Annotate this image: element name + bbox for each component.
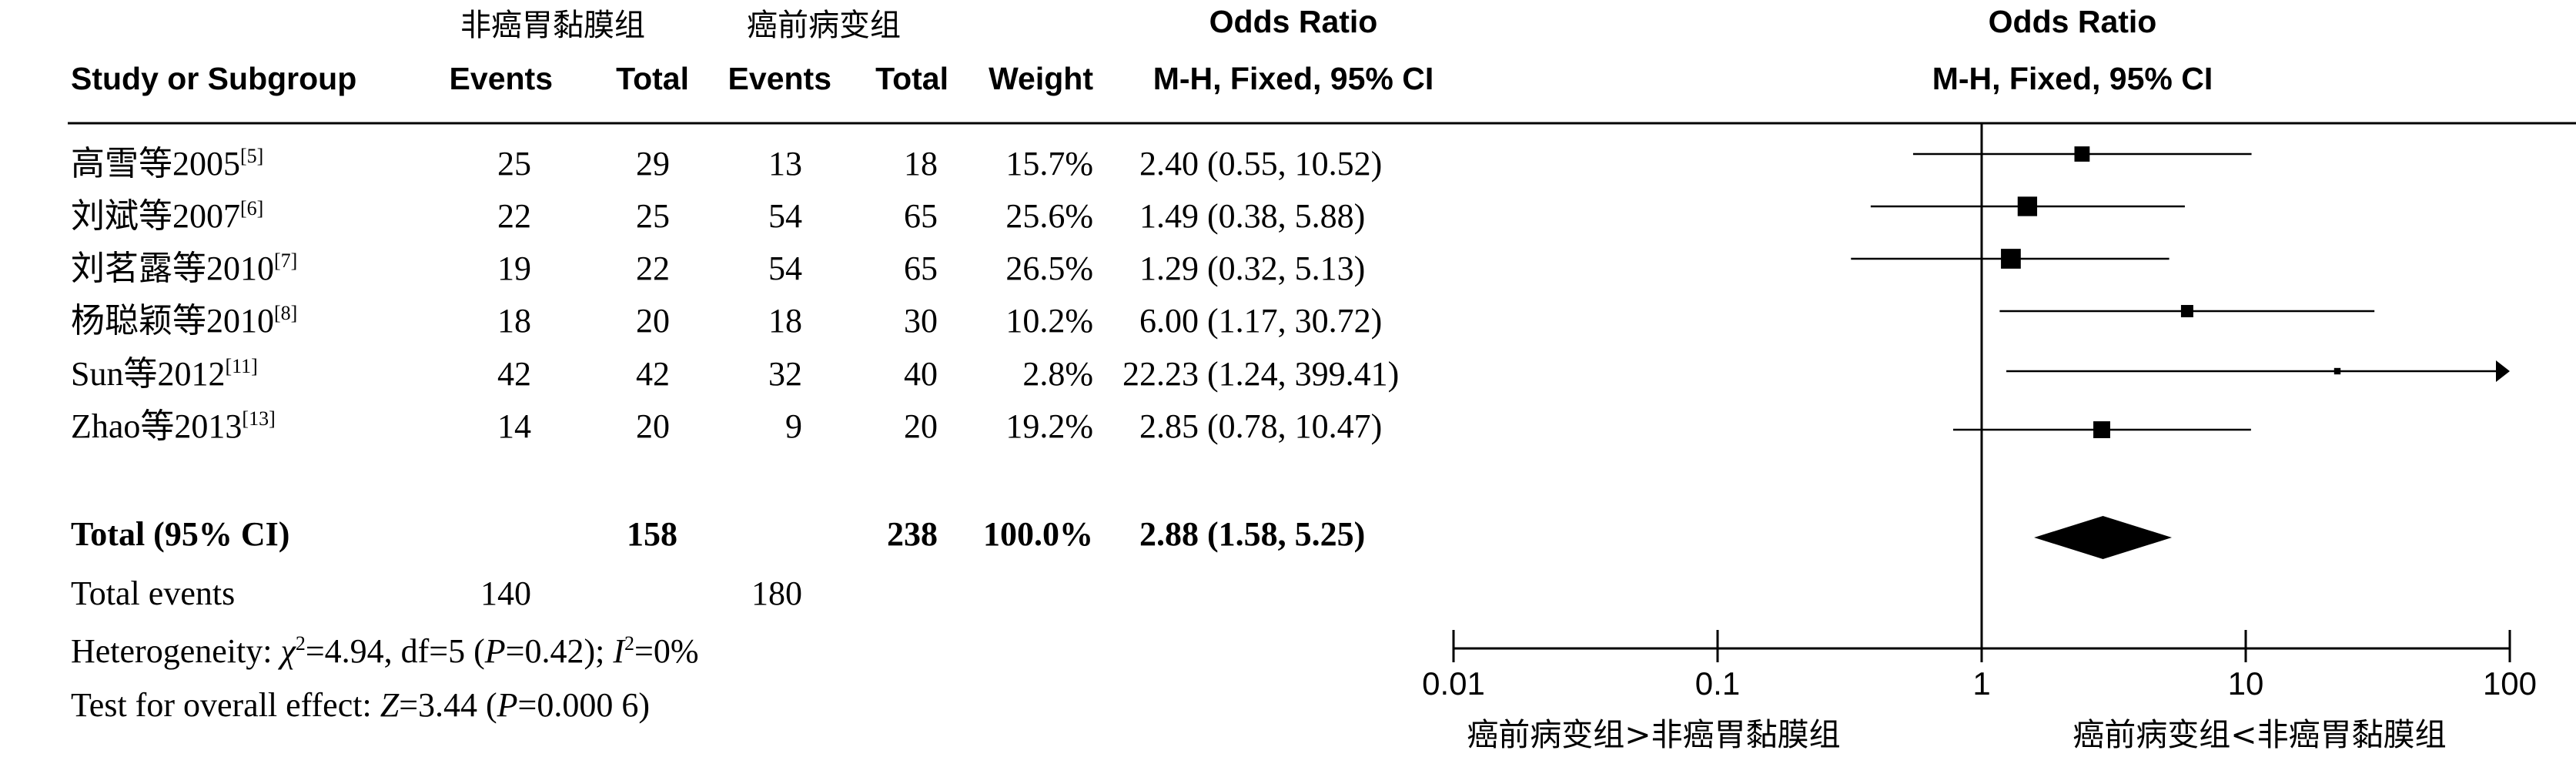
g2-total-cell: 20 — [904, 407, 938, 445]
weight-cell: 10.2% — [1005, 302, 1093, 340]
group1-header: 非癌胃黏膜组 — [460, 8, 645, 43]
weight-header: Weight — [989, 61, 1093, 96]
g1-total-header: Total — [616, 61, 689, 96]
weight-cell: 26.5% — [1005, 250, 1093, 287]
study-name: 刘斌等2007[6] — [71, 197, 263, 235]
study-row: 杨聪颖等2010[8] 18 20 18 30 10.2% 6.00 (1.17… — [71, 302, 1382, 340]
study-column-header: Study or Subgroup — [71, 61, 356, 96]
total-events-label: Total events — [71, 574, 235, 612]
total-weight: 100.0% — [983, 515, 1093, 553]
tick-label: 10 — [2228, 665, 2264, 702]
or-ci-cell: 6.00 (1.17, 30.72) — [1139, 302, 1382, 340]
g2-total-cell: 40 — [904, 355, 938, 393]
tick-label: 0.01 — [1422, 665, 1485, 702]
study-row: 刘斌等2007[6] 22 25 54 65 25.6% 1.49 (0.38,… — [71, 197, 1365, 235]
study-square — [2074, 146, 2090, 162]
g2-events-cell: 18 — [768, 302, 802, 340]
g1-total-cell: 22 — [636, 250, 670, 287]
or-method-header: M-H, Fixed, 95% CI — [1153, 61, 1434, 96]
g1-events-cell: 25 — [497, 145, 531, 183]
g2-events-header: Events — [728, 61, 831, 96]
g1-events-cell: 19 — [497, 250, 531, 287]
or-ci-cell: 2.85 (0.78, 10.47) — [1139, 407, 1382, 445]
g1-total-cell: 20 — [636, 302, 670, 340]
g2-total-sum: 238 — [887, 515, 938, 553]
study-name: 杨聪颖等2010[8] — [71, 302, 297, 340]
g1-events-cell: 14 — [497, 407, 531, 445]
study-name: Sun等2012[11] — [71, 355, 258, 393]
g1-total-cell: 29 — [636, 145, 670, 183]
study-square — [2333, 367, 2341, 375]
pooled-or-ci: 2.88 (1.58, 5.25) — [1139, 515, 1365, 553]
group2-header: 癌前病变组 — [747, 8, 901, 43]
g1-events-cell: 42 — [497, 355, 531, 393]
g1-events-cell: 18 — [497, 302, 531, 340]
ci-arrow — [2496, 360, 2510, 382]
g1-events-header: Events — [450, 61, 553, 96]
weight-cell: 15.7% — [1005, 145, 1093, 183]
or-column-title: Odds Ratio — [1209, 4, 1378, 39]
favours-left-label: 癌前病变组>非癌胃黏膜组 — [1467, 716, 1840, 753]
g1-total-cell: 20 — [636, 407, 670, 445]
g2-events-cell: 32 — [768, 355, 802, 393]
g1-events-cell: 22 — [497, 197, 531, 235]
study-name: 高雪等2005[5] — [71, 145, 263, 183]
g2-total-cell: 30 — [904, 302, 938, 340]
g2-events-cell: 13 — [768, 145, 802, 183]
heterogeneity-stats: Heterogeneity: χ2=4.94, df=5 (P=0.42); I… — [71, 632, 698, 670]
g1-total-cell: 42 — [636, 355, 670, 393]
x-axis: 0.01 0.1 1 10 100 — [1422, 630, 2537, 702]
g2-events-cell: 54 — [768, 197, 802, 235]
or-ci-cell: 22.23 (1.24, 399.41) — [1122, 355, 1399, 393]
study-square — [2180, 305, 2193, 317]
study-markers — [1851, 146, 2510, 559]
weight-cell: 25.6% — [1005, 197, 1093, 235]
g1-total-sum: 158 — [627, 515, 677, 553]
g1-total-cell: 25 — [636, 197, 670, 235]
favours-right-label: 癌前病变组<非癌胃黏膜组 — [2073, 716, 2446, 753]
or-ci-cell: 2.40 (0.55, 10.52) — [1139, 145, 1382, 183]
study-row: Zhao等2013[13] 14 20 9 20 19.2% 2.85 (0.7… — [71, 407, 1382, 445]
total-events-row: Total events 140 180 — [71, 574, 802, 612]
weight-cell: 2.8% — [1022, 355, 1093, 393]
g2-events-cell: 9 — [785, 407, 802, 445]
study-row: Sun等2012[11] 42 42 32 40 2.8% 22.23 (1.2… — [71, 355, 1399, 393]
g2-total-cell: 65 — [904, 250, 938, 287]
plot-method-header: M-H, Fixed, 95% CI — [1932, 61, 2213, 96]
g2-events-cell: 54 — [768, 250, 802, 287]
study-row: 高雪等2005[5] 25 29 13 18 15.7% 2.40 (0.55,… — [71, 145, 1382, 183]
g2-total-header: Total — [875, 61, 948, 96]
study-square — [2093, 421, 2110, 438]
or-ci-cell: 1.29 (0.32, 5.13) — [1139, 250, 1365, 287]
pooled-diamond — [2034, 516, 2173, 559]
study-square — [2001, 249, 2021, 269]
tick-label: 100 — [2483, 665, 2537, 702]
study-name: 刘茗露等2010[7] — [71, 250, 297, 287]
overall-effect-stats: Test for overall effect: Z=3.44 (P=0.000… — [71, 686, 650, 724]
total-row: Total (95% CI) 158 238 100.0% 2.88 (1.58… — [71, 515, 1365, 553]
g1-events-sum: 140 — [480, 574, 531, 612]
g2-events-sum: 180 — [751, 574, 802, 612]
or-ci-cell: 1.49 (0.38, 5.88) — [1139, 197, 1365, 235]
tick-label: 1 — [1972, 665, 1990, 702]
weight-cell: 19.2% — [1005, 407, 1093, 445]
study-name: Zhao等2013[13] — [71, 407, 276, 445]
g2-total-cell: 65 — [904, 197, 938, 235]
total-label: Total (95% CI) — [71, 515, 289, 553]
plot-title: Odds Ratio — [1989, 4, 2157, 39]
tick-label: 0.1 — [1695, 665, 1740, 702]
study-square — [2017, 196, 2038, 216]
study-row: 刘茗露等2010[7] 19 22 54 65 26.5% 1.29 (0.32… — [71, 250, 1365, 287]
g2-total-cell: 18 — [904, 145, 938, 183]
